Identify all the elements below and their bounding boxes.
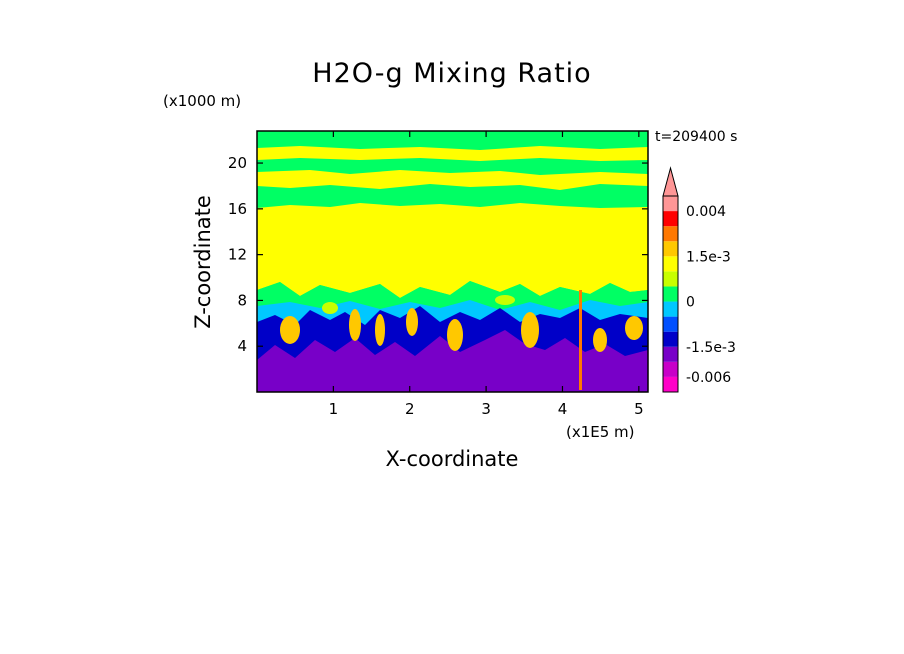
x-tick-label: 4 [558,400,568,418]
colorbar-segment [663,241,678,257]
x-axis-label: X-coordinate [0,447,904,471]
y-tick-label: 16 [228,200,247,218]
colorbar-segment [663,346,678,362]
colorbar-segment [663,271,678,287]
colorbar-tick-label: 0 [686,295,695,311]
field-orange-plume [349,309,361,341]
colorbar-segment [663,286,678,302]
y-tick-label: 20 [228,154,247,172]
x-tick-label: 1 [329,400,339,418]
colorbar-tick-label: -0.006 [686,370,731,386]
field-orange-plume [280,316,300,344]
colorbar-extension-arrow [662,166,679,197]
field-light-green-patch [322,302,338,314]
field-orange-plume [521,312,539,348]
contour-field [257,131,648,392]
y-tick-label: 8 [237,291,247,309]
chart-title: H2O-g Mixing Ratio [312,58,592,89]
y-tick-label: 12 [228,246,247,264]
colorbar-tick-label: 1.5e-3 [686,249,731,265]
x-tick-label: 2 [405,400,415,418]
x-tick-label: 5 [634,400,644,418]
plot-frame [256,130,649,393]
colorbar-tick-label: 0.004 [686,204,726,220]
field-orange-plume [406,308,418,336]
colorbar-segment [663,196,678,212]
colorbar-segment [663,226,678,242]
colorbar-frame [662,195,679,393]
field-orange-plume [375,314,385,346]
colorbar-segment [663,361,678,377]
field-light-green-patch [495,295,515,305]
x-tick-label: 3 [481,400,491,418]
colorbar-segment [663,331,678,347]
y-axis-ticks: 4 8 12 16 20 [228,154,648,355]
field-purple-layer [257,330,648,392]
field-green-transition [257,281,648,310]
colorbar-segment [663,316,678,332]
y-axis-unit-label: (x1000 m) [163,92,242,110]
colorbar-tick-label: -1.5e-3 [686,340,736,356]
colorbar-segment [663,211,678,227]
x-axis-unit-label: (x1E5 m) [566,423,635,441]
field-yellow-band-top [257,146,648,161]
field-orange-plume [625,316,643,340]
x-axis-label-text: X-coordinate [385,447,519,471]
colorbar-segment [663,376,678,392]
field-yellow-layer-main [257,203,648,298]
field-orange-streak [579,290,582,390]
colorbar-segment [663,301,678,317]
field-yellow-band-middle [257,170,648,190]
colorbar: 0.004 1.5e-3 0 -1.5e-3 -0.006 [662,166,736,393]
y-tick-label: 4 [237,337,247,355]
colorbar-segment [663,256,678,272]
field-orange-plume [447,319,463,351]
time-label: t=209400 s [655,129,738,145]
field-orange-plume [593,328,607,352]
x-axis-ticks: 1 2 3 4 5 [329,131,644,418]
